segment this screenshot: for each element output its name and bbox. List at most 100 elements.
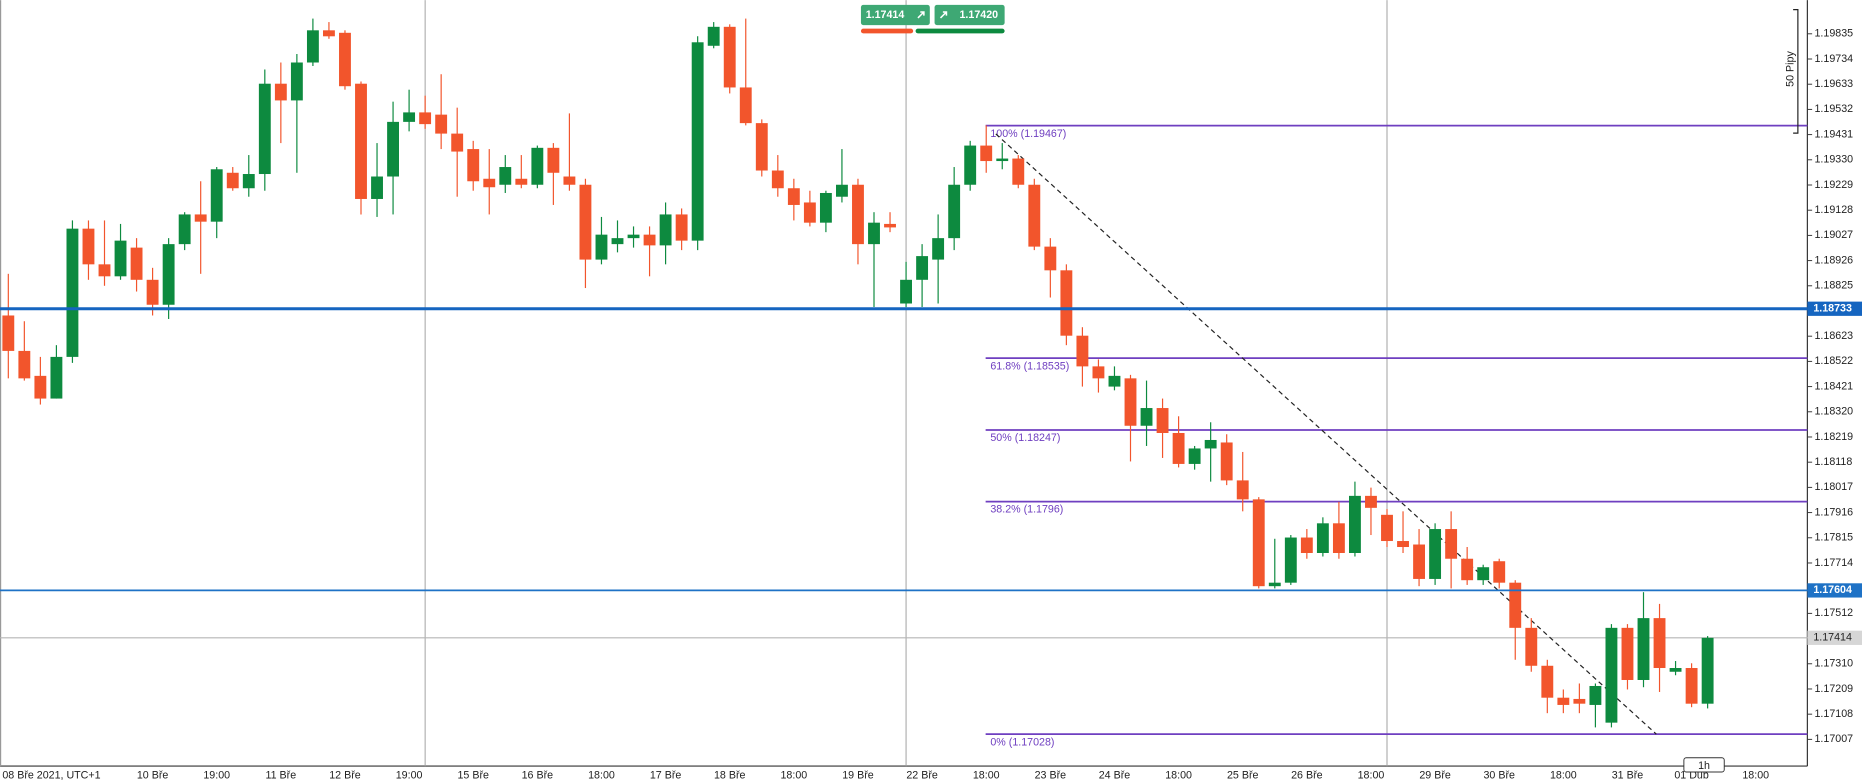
candle-body [1477, 567, 1490, 581]
x-tick-label: 08 Bře 2021, UTC+1 [2, 769, 100, 781]
x-tick-label: 29 Bře [1419, 769, 1451, 781]
candle-body [1092, 366, 1105, 379]
bid-price: 1.17414 [866, 9, 905, 21]
y-tick-label: 1.19734 [1815, 53, 1854, 65]
candle-body [852, 184, 864, 245]
candle-body [1493, 561, 1506, 583]
timeframe-box[interactable] [1683, 757, 1725, 773]
sell-bar [860, 28, 914, 34]
fib-level-label: 61.8% (1.18535) [990, 360, 1069, 372]
candle-body [611, 238, 624, 245]
candle-body [579, 184, 592, 260]
candle-body [306, 30, 319, 63]
candle-body [1220, 442, 1233, 481]
buy-button[interactable] [934, 4, 1005, 26]
candle-body [290, 62, 303, 101]
x-tick-label: 30 Bře [1483, 769, 1515, 781]
candle-body [643, 234, 656, 246]
candle-body [18, 350, 31, 379]
x-tick-label: 18:00 [588, 769, 615, 781]
candle-body [595, 234, 608, 260]
y-tick-label: 1.18219 [1815, 431, 1854, 443]
pip-ruler-label: 50 Pipy [1785, 51, 1797, 87]
candle-body [803, 202, 816, 223]
x-tick-label: 22 Bře [906, 769, 938, 781]
candle-body [1509, 582, 1522, 628]
candle-body [1381, 514, 1393, 542]
candle-body [1557, 697, 1570, 705]
candle-body [483, 178, 496, 188]
y-tick-label: 1.18522 [1815, 355, 1854, 367]
candle-body [339, 32, 351, 87]
y-tick-label: 1.19027 [1815, 229, 1854, 241]
price-line-box [1807, 301, 1862, 316]
candle-body [547, 147, 560, 173]
x-tick-label: 10 Bře [137, 769, 169, 781]
candle-body [242, 174, 255, 189]
candle-body [675, 214, 688, 241]
buy-icon [939, 11, 948, 19]
candle-body [948, 184, 961, 239]
x-tick-label: 18:00 [1550, 769, 1577, 781]
candle-body [1637, 618, 1650, 680]
candle-body [1140, 408, 1153, 426]
candle-body [1621, 627, 1634, 680]
x-tick-label: 19:00 [203, 769, 230, 781]
candle-body [355, 83, 367, 199]
candle-body [130, 247, 143, 280]
candle-body [884, 223, 896, 228]
candle-body [980, 145, 993, 162]
x-tick-label: 26 Bře [1291, 769, 1323, 781]
candle-body [1349, 495, 1361, 553]
x-tick-label: 16 Bře [522, 769, 554, 781]
ask-price: 1.17420 [960, 9, 999, 21]
candle-body [900, 279, 912, 304]
x-tick-label: 31 Bře [1612, 769, 1644, 781]
y-tick-label: 1.19128 [1815, 204, 1854, 216]
candle-body [836, 184, 848, 197]
candle-body [1332, 523, 1345, 553]
candle-body [932, 238, 945, 260]
y-tick-label: 1.18926 [1815, 254, 1854, 266]
x-tick-label: 18:00 [973, 769, 1000, 781]
candle-body [258, 83, 271, 175]
candle-body [1573, 698, 1586, 704]
candle-body [387, 121, 399, 177]
candle-body [1108, 375, 1121, 387]
current-price-label: 1.17414 [1813, 632, 1852, 644]
candle-body [1188, 448, 1201, 464]
candle-body [146, 279, 159, 305]
candle-body [403, 112, 416, 122]
trade-widget[interactable]: 1.17414 1.17420 [860, 4, 1005, 34]
candle-body [50, 356, 63, 399]
candle-body [707, 26, 720, 46]
candle-body [1525, 627, 1538, 666]
x-tick-label: 23 Bře [1035, 769, 1067, 781]
candle-body [435, 114, 448, 134]
y-tick-label: 1.18623 [1815, 330, 1854, 342]
y-tick-label: 1.19532 [1815, 103, 1854, 115]
candle-body [1252, 499, 1265, 587]
candle-body [66, 228, 79, 357]
candle-body [1397, 541, 1409, 548]
candle-body [114, 240, 127, 277]
candle-body [1541, 665, 1554, 698]
y-tick-label: 1.17512 [1815, 607, 1854, 619]
x-tick-label: 15 Bře [457, 769, 489, 781]
x-tick-label: 18:00 [1358, 769, 1385, 781]
y-tick-label: 1.18421 [1815, 380, 1854, 392]
candle-body [1124, 378, 1137, 426]
candle-body [419, 112, 432, 125]
trend-line [995, 133, 1657, 735]
candle-body [739, 87, 752, 124]
sell-button[interactable] [860, 4, 930, 26]
x-tick-label: 12 Bře [329, 769, 361, 781]
x-tick-label: 18 Bře [714, 769, 746, 781]
candle-body [819, 192, 832, 223]
price-line-box [1807, 583, 1862, 598]
candle-body [1669, 668, 1682, 672]
candle-body [451, 133, 464, 152]
pip-ruler [1793, 9, 1799, 134]
candle-body [82, 228, 95, 265]
candle-body [1461, 558, 1474, 581]
